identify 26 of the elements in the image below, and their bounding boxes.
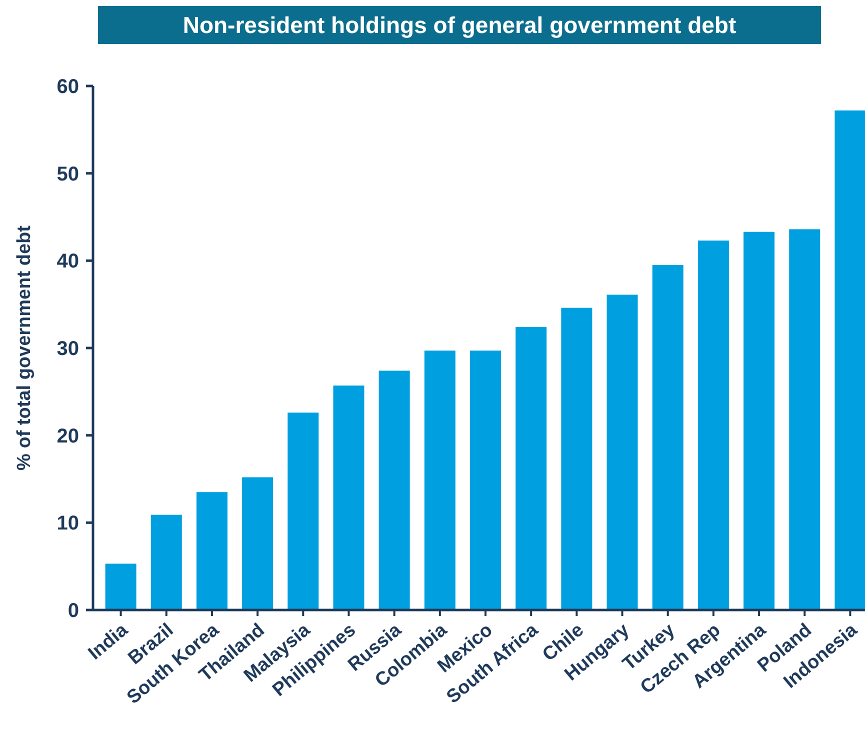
bar [606,294,638,610]
bar [150,514,182,610]
bar [789,229,820,610]
bar [242,477,274,610]
bar [378,370,410,610]
bar [333,386,364,610]
y-tick-label: 30 [56,338,79,360]
y-tick-label: 20 [56,425,79,448]
chart-title: Non-resident holdings of general government debt [182,12,736,38]
bar [652,265,684,610]
bar [105,564,136,610]
y-tick-label: 40 [56,250,79,273]
bar [196,492,228,610]
y-axis-title: % of total government debt [14,224,35,470]
bar [561,308,592,610]
y-tick-label: 0 [68,600,79,622]
bar [698,240,729,610]
y-tick-label: 60 [56,76,79,98]
bar [516,327,547,610]
bar [470,350,501,610]
bar [834,110,865,610]
y-tick-label: 10 [56,512,79,535]
y-tick-label: 50 [56,163,79,186]
bar [744,232,775,610]
bar [424,350,456,610]
bar [288,412,319,610]
